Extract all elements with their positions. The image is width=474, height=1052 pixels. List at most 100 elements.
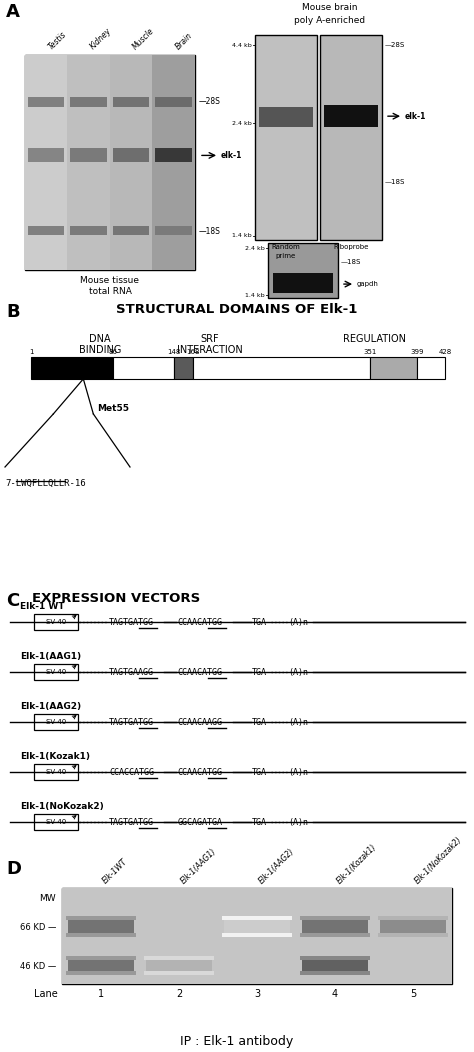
Text: Kidney: Kidney xyxy=(89,26,114,50)
Text: —18S: —18S xyxy=(341,259,361,265)
Text: IP : Elk-1 antibody: IP : Elk-1 antibody xyxy=(181,1035,293,1048)
Text: 351: 351 xyxy=(364,349,377,355)
Bar xyxy=(218,889,296,984)
Bar xyxy=(302,920,368,934)
Bar xyxy=(222,933,292,937)
Text: 1: 1 xyxy=(98,989,104,998)
Text: Elk-1(Kozak1): Elk-1(Kozak1) xyxy=(335,843,378,886)
Bar xyxy=(374,889,452,984)
Bar xyxy=(110,55,153,270)
Text: 2: 2 xyxy=(176,989,182,998)
Bar xyxy=(28,226,64,236)
Text: DNA
BINDING: DNA BINDING xyxy=(79,333,121,356)
Bar xyxy=(300,933,370,937)
Text: 66 KD —: 66 KD — xyxy=(19,923,56,932)
Text: TAGTGAAGG: TAGTGAAGG xyxy=(109,668,154,676)
Bar xyxy=(68,920,134,934)
Text: A: A xyxy=(6,3,20,21)
Bar xyxy=(71,226,107,236)
Bar xyxy=(155,97,192,106)
Bar xyxy=(62,889,452,984)
Text: REGULATION: REGULATION xyxy=(344,333,407,344)
Bar xyxy=(300,916,370,920)
Text: SV 40: SV 40 xyxy=(46,620,66,625)
Text: CCAACATGG: CCAACATGG xyxy=(177,768,222,776)
Text: gapdh: gapdh xyxy=(357,281,379,287)
Text: —18S: —18S xyxy=(385,180,405,185)
Text: —18S: —18S xyxy=(199,227,221,236)
Text: Testis: Testis xyxy=(46,29,68,50)
Text: 4.4 kb: 4.4 kb xyxy=(232,43,252,47)
Text: Elk-1(AAG2): Elk-1(AAG2) xyxy=(257,847,296,886)
Bar xyxy=(155,148,192,162)
Text: (A)n: (A)n xyxy=(288,618,308,627)
Text: SV 40: SV 40 xyxy=(46,669,66,675)
Bar xyxy=(224,920,290,934)
Bar xyxy=(324,105,378,127)
Text: Lane: Lane xyxy=(34,989,58,998)
Bar xyxy=(320,35,382,240)
Bar xyxy=(144,956,214,960)
Bar xyxy=(25,55,195,270)
Bar xyxy=(31,357,113,379)
Text: —28S: —28S xyxy=(385,42,405,48)
Bar xyxy=(417,357,445,379)
Bar xyxy=(113,357,173,379)
Text: Elk-1 WT: Elk-1 WT xyxy=(20,602,64,611)
Text: Mouse brain: Mouse brain xyxy=(302,3,358,12)
Bar xyxy=(193,357,370,379)
Text: 5: 5 xyxy=(410,989,416,998)
Text: 1.4 kb: 1.4 kb xyxy=(246,292,265,298)
Bar xyxy=(113,97,149,106)
Text: 1: 1 xyxy=(29,349,33,355)
Bar xyxy=(71,148,107,162)
Text: Brain: Brain xyxy=(174,31,194,50)
Text: STRUCTURAL DOMAINS OF Elk-1: STRUCTURAL DOMAINS OF Elk-1 xyxy=(116,303,358,316)
Text: (A)n: (A)n xyxy=(288,768,308,776)
Text: TAGTGATGG: TAGTGATGG xyxy=(109,618,154,627)
Text: TGA: TGA xyxy=(252,668,267,676)
Bar xyxy=(34,765,78,781)
Bar xyxy=(155,226,192,236)
Bar xyxy=(370,357,417,379)
Text: (A)n: (A)n xyxy=(288,817,308,827)
Text: CCACCATGG: CCACCATGG xyxy=(109,768,154,776)
Bar xyxy=(378,916,448,920)
Bar xyxy=(173,357,193,379)
Bar xyxy=(144,971,214,975)
Bar xyxy=(66,956,136,960)
Text: Elk-1(AAG1): Elk-1(AAG1) xyxy=(20,652,81,661)
Text: SV 40: SV 40 xyxy=(46,820,66,826)
Text: elk-1: elk-1 xyxy=(221,150,242,160)
Text: Elk-1WT: Elk-1WT xyxy=(101,857,129,886)
Text: Elk-1(AAG2): Elk-1(AAG2) xyxy=(20,703,81,711)
Text: CCAACATGG: CCAACATGG xyxy=(177,668,222,676)
Text: poly A-enriched: poly A-enriched xyxy=(294,16,365,25)
Text: 148: 148 xyxy=(167,349,180,355)
Bar xyxy=(380,920,446,934)
Text: 399: 399 xyxy=(410,349,424,355)
Text: TGA: TGA xyxy=(252,717,267,727)
Bar xyxy=(113,148,149,162)
Bar xyxy=(28,97,64,106)
Text: Elk-1(NoKozak2): Elk-1(NoKozak2) xyxy=(413,835,464,886)
Text: SRF
INTERACTION: SRF INTERACTION xyxy=(177,333,243,356)
Text: Elk-1(Kozak1): Elk-1(Kozak1) xyxy=(20,752,90,762)
Text: B: B xyxy=(6,303,19,321)
Bar xyxy=(113,226,149,236)
Text: D: D xyxy=(6,861,21,878)
Bar xyxy=(34,714,78,730)
Text: 86: 86 xyxy=(109,349,118,355)
Bar xyxy=(255,35,317,240)
Text: EXPRESSION VECTORS: EXPRESSION VECTORS xyxy=(32,592,200,605)
Text: TGA: TGA xyxy=(252,817,267,827)
Text: 2.4 kb: 2.4 kb xyxy=(245,246,265,250)
Text: 168: 168 xyxy=(186,349,200,355)
Text: TGA: TGA xyxy=(252,618,267,627)
Text: 7-LWQFLLQLLR-16: 7-LWQFLLQLLR-16 xyxy=(5,479,86,488)
Text: CCAACAAGG: CCAACAAGG xyxy=(177,717,222,727)
Text: Met55: Met55 xyxy=(97,404,129,413)
Bar xyxy=(146,960,212,972)
Text: 2.4 kb: 2.4 kb xyxy=(232,121,252,125)
Text: 1.4 kb: 1.4 kb xyxy=(232,234,252,238)
